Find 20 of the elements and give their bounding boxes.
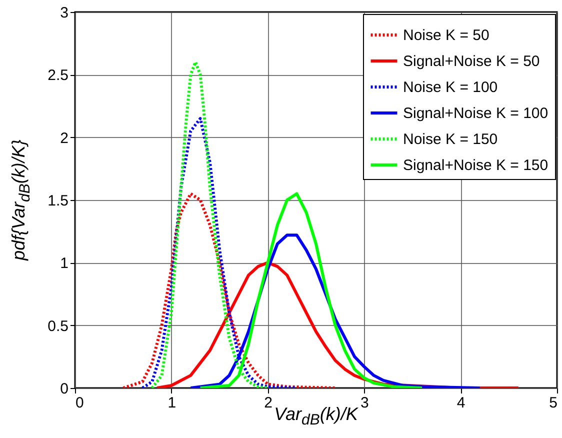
x-tick-label: 3 xyxy=(360,394,369,412)
y-tick-label: 1 xyxy=(60,255,68,272)
y-tick-label: 0 xyxy=(60,380,68,398)
x-tick-label: 2 xyxy=(264,394,272,412)
y-tick-label: 2 xyxy=(60,130,68,147)
x-axis-title: Var$_{dB}$(k)/K xyxy=(274,404,358,429)
legend-label: Signal+Noise K = 150 xyxy=(403,157,548,174)
legend-label: Noise K = 50 xyxy=(403,27,490,44)
y-tick-label: 2.5 xyxy=(48,67,68,84)
x-tick-label: 4 xyxy=(456,394,466,412)
legend-label: Noise K = 150 xyxy=(403,131,498,148)
y-tick-label: 0.5 xyxy=(48,318,68,335)
legend-label: Signal+Noise K = 50 xyxy=(403,53,540,70)
legend-label: Signal+Noise K = 100 xyxy=(403,105,548,122)
legend-label: Noise K = 100 xyxy=(403,79,498,96)
x-tick-label: 1 xyxy=(168,394,176,412)
x-tick-label: 0 xyxy=(76,394,84,412)
y-tick-label: 1.5 xyxy=(48,192,68,210)
x-tick-label: 5 xyxy=(549,394,558,412)
y-tick-label: 3 xyxy=(60,4,68,22)
